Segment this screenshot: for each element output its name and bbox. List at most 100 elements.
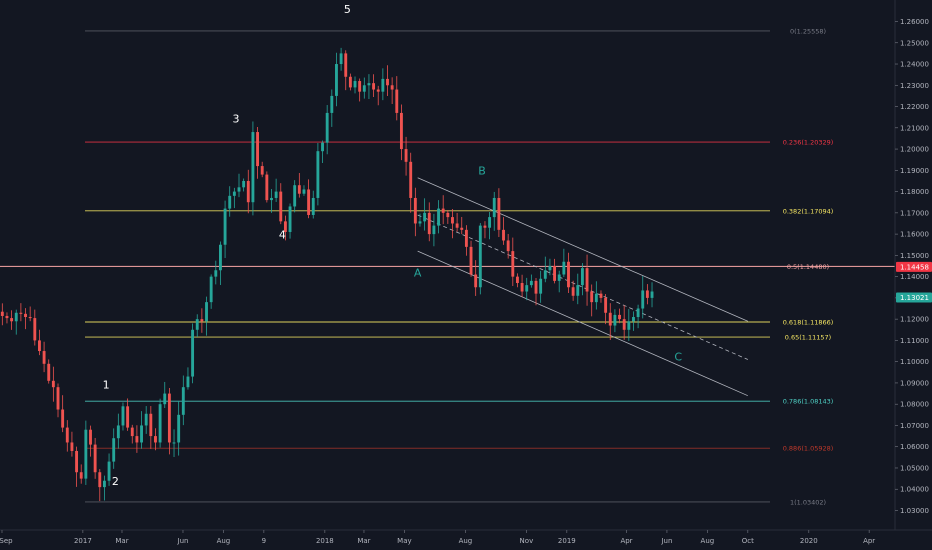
candle-body <box>89 429 92 445</box>
price-tick-label: 1.06000 <box>900 443 929 451</box>
candle-body <box>427 212 431 235</box>
time-axis[interactable]: Sep 2017 Mar Jun Aug 9 2018 Mar May Aug Nov 2019 Apr… <box>0 530 875 545</box>
candle-body <box>362 85 366 92</box>
candle-body <box>622 319 626 330</box>
candle-body <box>488 217 492 228</box>
candle-body <box>228 195 232 209</box>
time-tick-label: Aug <box>217 537 231 545</box>
candle-body <box>413 197 417 224</box>
candle-body <box>386 78 389 86</box>
price-tick-label: 1.03000 <box>900 507 929 515</box>
candle-body <box>571 287 575 296</box>
candle-body <box>237 187 241 192</box>
price-tick-label: 1.21000 <box>900 124 929 132</box>
candle-body <box>632 317 635 322</box>
candle-body <box>98 472 102 488</box>
candle-body <box>567 261 570 288</box>
candle-body <box>149 413 153 437</box>
time-tick-label: Aug <box>459 537 473 545</box>
candle-body <box>321 142 324 152</box>
fib-label: 0.886(1.05928) <box>783 445 834 453</box>
candle-body <box>279 191 283 222</box>
candle-body <box>460 227 464 230</box>
price-tag-label: 1.13021 <box>900 294 929 302</box>
candle-body <box>437 208 440 226</box>
candle-body <box>409 161 413 198</box>
candle-body <box>353 81 357 88</box>
candle-body <box>529 280 533 286</box>
candle-body <box>191 329 195 377</box>
candle-body <box>516 276 519 284</box>
candle-body <box>154 436 157 443</box>
candle-body <box>441 208 445 213</box>
price-tick-label: 1.11000 <box>900 337 929 345</box>
price-tick-label: 1.22000 <box>900 103 929 111</box>
candle-body <box>599 293 603 298</box>
candle-body <box>84 429 88 479</box>
price-tick-label: 1.05000 <box>900 464 929 472</box>
candle-body <box>432 225 436 235</box>
candle-body <box>390 85 394 90</box>
candle-body <box>65 427 69 443</box>
price-tag <box>896 261 932 272</box>
candle-body <box>223 208 227 245</box>
candle-body <box>339 53 343 65</box>
candle-body <box>608 312 612 326</box>
candle-body <box>506 240 510 252</box>
time-tick-label: 2017 <box>74 537 92 545</box>
candle-body <box>260 166 264 175</box>
candle-body <box>502 229 505 241</box>
candle-body <box>534 280 538 294</box>
candle-body <box>511 251 515 277</box>
candle-body <box>478 225 482 288</box>
fib-label: 0.65(1.11157) <box>785 334 831 342</box>
candle-body <box>28 317 32 319</box>
price-tick-label: 1.24000 <box>900 61 929 69</box>
candle-body <box>464 229 468 247</box>
price-tick-label: 1.08000 <box>900 401 929 409</box>
wave-label: 1 <box>103 378 110 391</box>
candle-body <box>200 319 204 322</box>
candle-body <box>613 314 617 326</box>
wave-label: 3 <box>233 112 240 125</box>
time-tick-label: Mar <box>115 537 128 545</box>
price-axis[interactable]: 1.03000 1.04000 1.05000 1.06000 1.07000 1.080… <box>895 18 929 515</box>
fib-label: 0.786(1.08143) <box>783 398 834 406</box>
candle-body <box>367 83 371 86</box>
candle-body <box>399 112 403 150</box>
price-tick-label: 1.14000 <box>900 273 929 281</box>
price-tick-label: 1.04000 <box>900 486 929 494</box>
price-tick-label: 1.09000 <box>900 379 929 387</box>
candle-body <box>650 291 654 298</box>
candle-body <box>242 180 246 188</box>
candle-body <box>283 221 287 232</box>
candle-body <box>181 387 185 415</box>
candle-body <box>325 112 329 143</box>
candle-body <box>116 425 120 439</box>
candle-body <box>167 393 171 443</box>
candle-body <box>102 480 106 488</box>
time-tick-label: May <box>397 537 411 545</box>
candle-body <box>585 268 589 292</box>
candle-body <box>205 302 208 322</box>
candle-body <box>214 270 218 277</box>
candle-body <box>93 444 97 473</box>
candle-body <box>10 318 14 322</box>
candle-body <box>61 409 65 428</box>
time-tick-label: Oct <box>742 537 754 545</box>
candle-body <box>5 315 9 319</box>
price-tick-label: 1.18000 <box>900 188 929 196</box>
candle-body <box>590 291 594 303</box>
candle-body <box>576 285 580 296</box>
candle-body <box>474 274 478 288</box>
candle-body <box>186 376 190 388</box>
candle-body <box>70 442 74 451</box>
time-tick-label: Apr <box>863 537 875 545</box>
candle-body <box>543 270 547 279</box>
wave-label: 5 <box>344 3 351 16</box>
candle-body <box>557 274 561 281</box>
candle-body <box>218 244 222 271</box>
